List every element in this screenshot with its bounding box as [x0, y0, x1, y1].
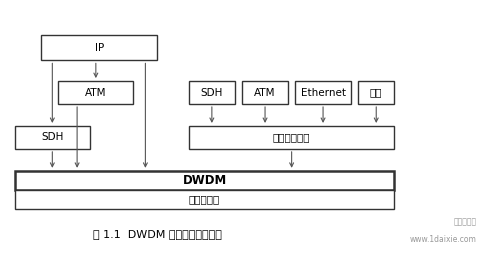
Text: 第一代写网: 第一代写网	[452, 217, 476, 226]
Text: 光纤物理层: 光纤物理层	[188, 195, 220, 205]
Text: SDH: SDH	[200, 88, 223, 97]
Text: ATM: ATM	[85, 88, 106, 97]
Bar	[357, 81, 393, 104]
Text: ATM: ATM	[254, 88, 275, 97]
Bar	[295, 81, 350, 104]
Bar	[15, 190, 393, 209]
Bar	[41, 35, 157, 61]
Text: Ethernet: Ethernet	[300, 88, 345, 97]
Bar	[15, 171, 393, 190]
Text: 其他: 其他	[369, 88, 382, 97]
Bar	[188, 126, 393, 149]
Text: 开放式光接口: 开放式光接口	[272, 132, 310, 143]
Bar	[188, 81, 234, 104]
Bar	[242, 81, 287, 104]
Bar	[58, 81, 133, 104]
Text: SDH: SDH	[41, 132, 63, 143]
Text: DWDM: DWDM	[182, 174, 226, 187]
Text: IP: IP	[95, 43, 104, 53]
Text: 图 1.1  DWDM 与其它业务的关系: 图 1.1 DWDM 与其它业务的关系	[93, 229, 222, 239]
Bar	[15, 126, 90, 149]
Text: www.1daixie.com: www.1daixie.com	[409, 235, 476, 244]
